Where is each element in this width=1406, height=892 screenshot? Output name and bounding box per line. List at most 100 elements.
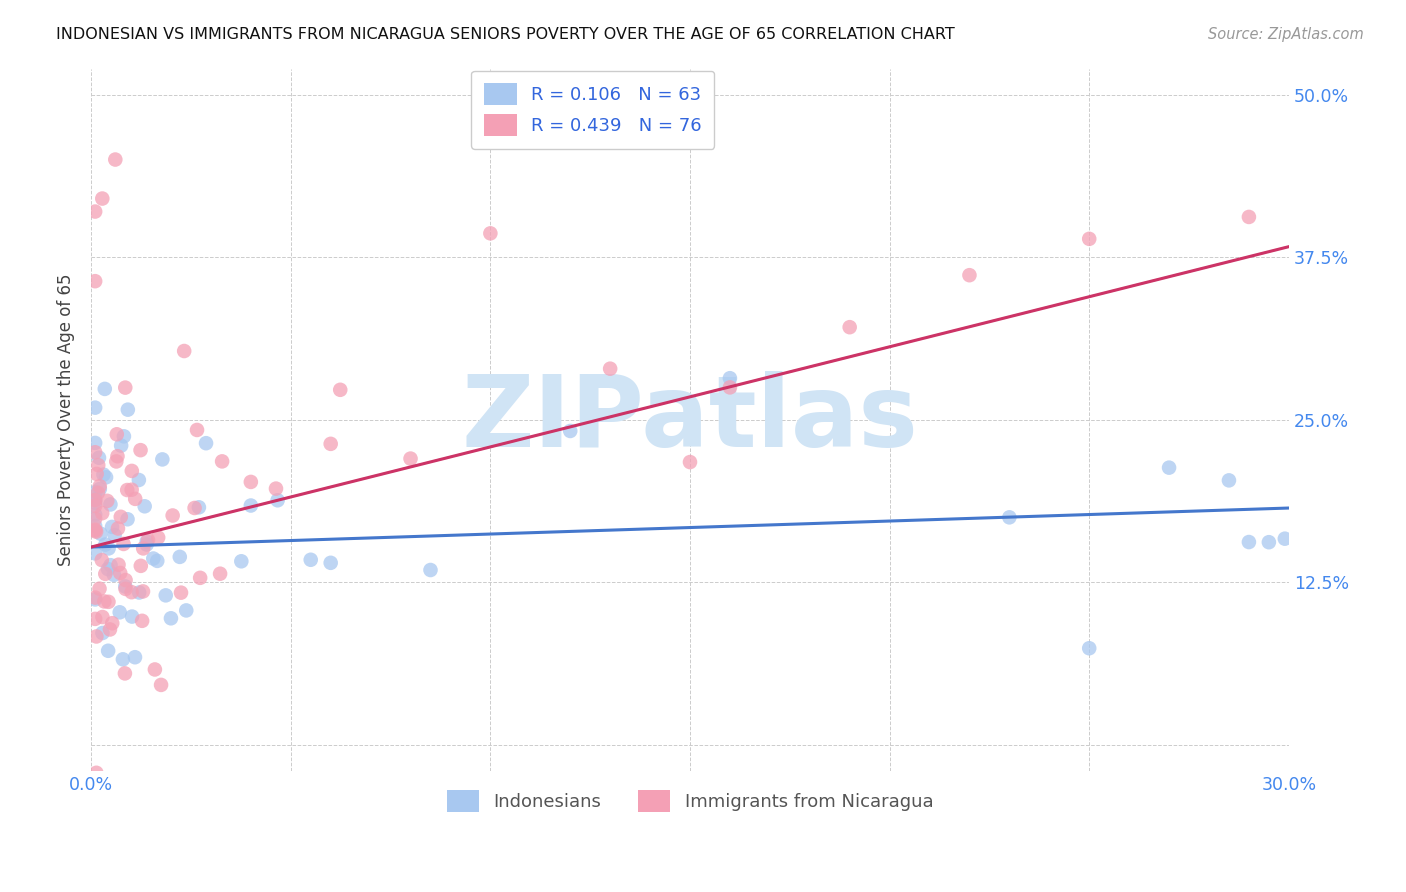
Point	[91, 192, 114, 206]
Point	[114, 381, 136, 395]
Point	[124, 650, 146, 665]
Point	[108, 605, 131, 619]
Point	[1274, 532, 1296, 546]
Point	[174, 603, 197, 617]
Point	[101, 520, 124, 534]
Point	[128, 473, 150, 487]
Point	[1078, 641, 1101, 656]
Point	[115, 483, 138, 497]
Point	[679, 455, 702, 469]
Point	[114, 573, 136, 587]
Point	[231, 554, 253, 568]
Point	[129, 558, 152, 573]
Point	[114, 582, 136, 596]
Point	[239, 475, 262, 489]
Y-axis label: Seniors Poverty Over the Age of 65: Seniors Poverty Over the Age of 65	[58, 273, 75, 566]
Point	[718, 380, 741, 394]
Point	[84, 499, 107, 513]
Point	[87, 458, 110, 472]
Point	[84, 492, 107, 507]
Point	[111, 652, 134, 666]
Point	[239, 499, 262, 513]
Point	[87, 485, 110, 500]
Point	[84, 519, 107, 533]
Text: Source: ZipAtlas.com: Source: ZipAtlas.com	[1208, 27, 1364, 42]
Point	[128, 585, 150, 599]
Point	[121, 585, 143, 599]
Point	[134, 500, 156, 514]
Point	[319, 437, 342, 451]
Point	[136, 533, 159, 547]
Point	[93, 467, 115, 482]
Point	[131, 614, 153, 628]
Point	[96, 494, 118, 508]
Point	[211, 454, 233, 468]
Point	[87, 450, 110, 465]
Point	[319, 556, 342, 570]
Point	[998, 510, 1021, 524]
Point	[84, 523, 107, 537]
Point	[84, 493, 107, 508]
Point	[105, 454, 128, 468]
Point	[399, 451, 422, 466]
Point	[97, 644, 120, 658]
Point	[150, 678, 173, 692]
Point	[91, 626, 114, 640]
Point	[479, 227, 502, 241]
Point	[84, 485, 107, 500]
Point	[93, 594, 115, 608]
Point	[838, 320, 860, 334]
Point	[91, 506, 114, 520]
Point	[1237, 210, 1260, 224]
Point	[84, 524, 107, 539]
Point	[718, 371, 741, 385]
Point	[121, 609, 143, 624]
Point	[299, 553, 322, 567]
Point	[187, 500, 209, 515]
Point	[84, 524, 107, 538]
Point	[419, 563, 441, 577]
Point	[1157, 460, 1180, 475]
Point	[186, 423, 208, 437]
Text: INDONESIAN VS IMMIGRANTS FROM NICARAGUA SENIORS POVERTY OVER THE AGE OF 65 CORRE: INDONESIAN VS IMMIGRANTS FROM NICARAGUA …	[56, 27, 955, 42]
Point	[84, 496, 107, 510]
Point	[959, 268, 981, 282]
Legend: Indonesians, Immigrants from Nicaragua: Indonesians, Immigrants from Nicaragua	[434, 778, 946, 825]
Point	[97, 541, 120, 556]
Point	[91, 610, 114, 624]
Point	[84, 204, 107, 219]
Point	[117, 402, 139, 417]
Point	[1078, 232, 1101, 246]
Point	[104, 528, 127, 542]
Point	[560, 424, 582, 438]
Point	[84, 512, 107, 526]
Point	[155, 588, 177, 602]
Point	[84, 436, 107, 450]
Point	[266, 493, 288, 508]
Point	[162, 508, 184, 523]
Point	[132, 541, 155, 556]
Point	[114, 666, 136, 681]
Point	[170, 585, 193, 599]
Point	[84, 274, 107, 288]
Point	[169, 549, 191, 564]
Point	[84, 592, 107, 607]
Point	[84, 445, 107, 459]
Point	[264, 482, 287, 496]
Point	[1257, 535, 1279, 549]
Point	[195, 436, 218, 450]
Point	[110, 566, 132, 580]
Point	[112, 537, 135, 551]
Point	[112, 429, 135, 443]
Point	[101, 616, 124, 631]
Point	[329, 383, 352, 397]
Point	[132, 584, 155, 599]
Point	[143, 663, 166, 677]
Point	[84, 508, 107, 522]
Point	[146, 554, 169, 568]
Point	[84, 546, 107, 560]
Point	[121, 464, 143, 478]
Point	[86, 630, 108, 644]
Point	[103, 567, 125, 582]
Point	[86, 765, 108, 780]
